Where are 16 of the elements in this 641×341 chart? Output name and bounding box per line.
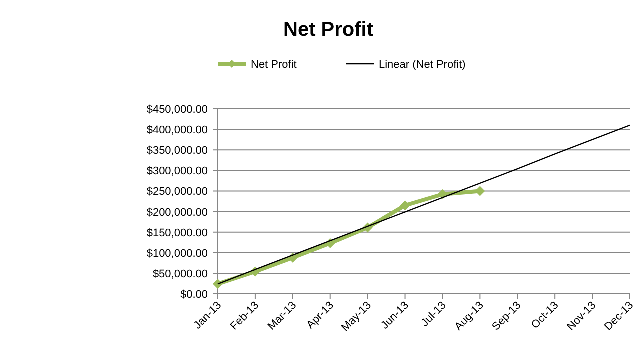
point	[400, 200, 410, 211]
y-tick-label: $400,000.00	[146, 124, 208, 137]
y-tick-label: $150,000.00	[146, 227, 208, 240]
y-tick-label: $450,000.00	[146, 104, 208, 116]
y-tick-label: $100,000.00	[146, 248, 208, 260]
chart-title: Net Profit	[284, 19, 374, 41]
y-tick-label: $300,000.00	[146, 166, 208, 178]
point	[475, 186, 486, 196]
point	[213, 279, 223, 290]
legend-label: Net Profit	[251, 59, 297, 71]
y-tick-label: $0.00	[180, 289, 208, 301]
y-tick-label: $250,000.00	[146, 186, 208, 198]
y-tick-label: $200,000.00	[146, 206, 208, 219]
y-tick-label: $50,000.00	[152, 268, 208, 280]
legend-label: Linear (Net Profit)	[379, 59, 466, 71]
y-tick-label: $350,000.00	[146, 145, 208, 158]
